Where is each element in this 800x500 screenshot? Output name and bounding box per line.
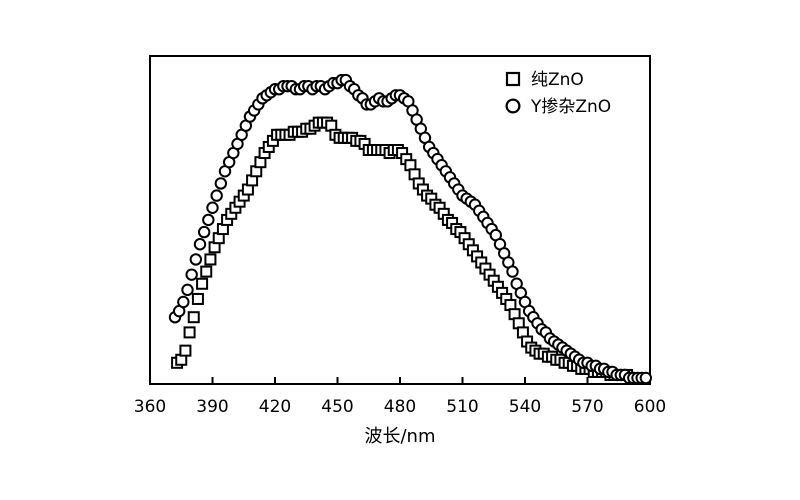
x-tick-label: 570 (571, 397, 603, 417)
data-point-circle (181, 283, 194, 297)
legend-marker-circle (505, 98, 521, 114)
data-point-square (183, 326, 196, 339)
data-point-circle (210, 189, 223, 202)
data-point-square (187, 311, 200, 324)
x-axis-title: 波长/nm (364, 426, 435, 447)
data-point-circle (197, 225, 211, 239)
x-axis-ticks (149, 377, 651, 384)
series-layer (168, 73, 653, 385)
data-point-circle (193, 238, 207, 251)
data-point-circle (639, 371, 653, 385)
data-point-circle (189, 253, 203, 266)
data-point-circle (206, 201, 219, 214)
data-point-square (191, 292, 204, 305)
series-0 (171, 116, 646, 384)
x-axis-tick-labels: 360 390 420 450 480 510 540 570 600 (134, 397, 666, 417)
legend-label-pure-zno: 纯ZnO (531, 70, 584, 90)
data-point-square (200, 265, 213, 278)
series-1 (168, 73, 653, 385)
data-point-square (204, 253, 217, 266)
x-tick-label: 480 (384, 397, 416, 417)
x-tick-label: 390 (196, 397, 228, 417)
data-point-circle (177, 295, 190, 309)
x-tick-label: 510 (446, 397, 478, 417)
data-point-circle (214, 177, 228, 190)
x-tick-label: 360 (134, 397, 166, 417)
data-point-square (179, 344, 192, 357)
x-tick-label: 420 (259, 397, 291, 417)
data-point-circle (202, 213, 215, 227)
x-tick-label: 600 (634, 397, 666, 417)
data-point-square (196, 277, 209, 290)
x-tick-label: 450 (321, 397, 353, 417)
data-point-circle (506, 265, 519, 278)
legend-label-y-doped-zno: Y掺杂ZnO (530, 97, 611, 117)
legend: 纯ZnO Y掺杂ZnO (505, 70, 611, 117)
data-point-circle (185, 268, 198, 281)
x-tick-label: 540 (509, 397, 541, 417)
legend-marker-square (505, 71, 521, 87)
